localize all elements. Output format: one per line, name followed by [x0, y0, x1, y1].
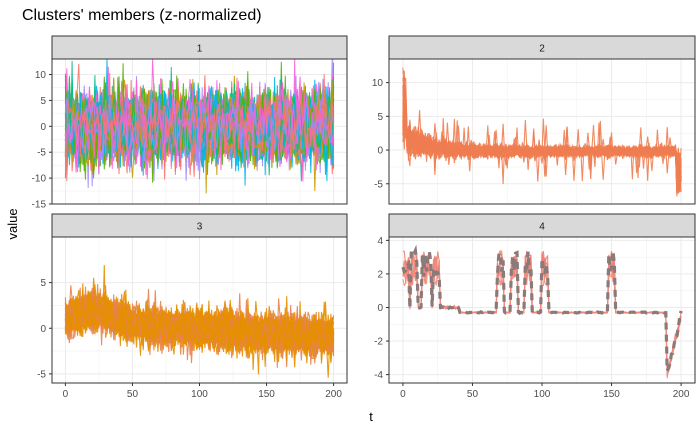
facet-strip-label: 2	[539, 44, 545, 55]
y-tick-label: -5	[37, 148, 46, 159]
x-tick-label: 150	[603, 389, 620, 400]
series-line	[402, 109, 682, 185]
chart-title: Clusters' members (z-normalized)	[22, 7, 262, 24]
centroid-line	[401, 244, 683, 372]
y-tick-label: 5	[40, 96, 46, 107]
x-tick-label: 100	[534, 389, 551, 400]
series-lines	[401, 244, 683, 379]
series-line	[65, 295, 335, 361]
y-tick-label: -15	[32, 200, 47, 211]
y-tick-label: 0	[377, 303, 383, 314]
x-tick-label: 200	[673, 389, 690, 400]
facet-strip-label: 1	[197, 44, 203, 55]
facet-strip-label: 3	[197, 222, 203, 233]
x-axis-title: t	[369, 409, 373, 424]
facet-panel-4: 4 -4 -2 0 2 4 0 50 100 150 200	[374, 213, 696, 400]
x-tick-label: 150	[258, 389, 275, 400]
y-tick-label: 5	[377, 112, 383, 123]
x-tick-label: 50	[127, 389, 139, 400]
y-tick-label: -10	[32, 174, 47, 185]
y-axis-title: value	[5, 208, 20, 239]
facet-panel-2: 2 -5 0 5 10	[372, 35, 696, 205]
x-tick-label: 0	[400, 389, 406, 400]
facet-strip-label: 4	[539, 222, 545, 233]
y-tick-label: -5	[374, 179, 383, 190]
y-tick-label: 5	[40, 278, 46, 289]
y-tick-label: 2	[377, 269, 383, 280]
y-tick-label: 0	[377, 146, 383, 157]
facet-panel-1: 1 -15 -10 -5 0 5 10	[32, 35, 348, 211]
panel-border	[51, 58, 348, 205]
x-tick-label: 0	[63, 389, 69, 400]
panel-border	[388, 58, 696, 205]
series-lines	[64, 59, 335, 194]
y-tick-label: 0	[40, 122, 46, 133]
series-line	[64, 86, 335, 167]
y-tick-label: -4	[374, 370, 383, 381]
series-line	[402, 98, 682, 193]
y-tick-label: 4	[377, 236, 383, 247]
x-tick-label: 50	[467, 389, 479, 400]
y-tick-label: -2	[374, 337, 383, 348]
series-lines	[402, 67, 682, 197]
y-tick-label: 10	[35, 70, 47, 81]
x-tick-label: 100	[191, 389, 208, 400]
y-tick-label: 10	[372, 78, 384, 89]
series-lines	[64, 264, 335, 378]
y-tick-label: 0	[40, 324, 46, 335]
x-tick-label: 200	[325, 389, 342, 400]
y-tick-label: -5	[37, 369, 46, 380]
